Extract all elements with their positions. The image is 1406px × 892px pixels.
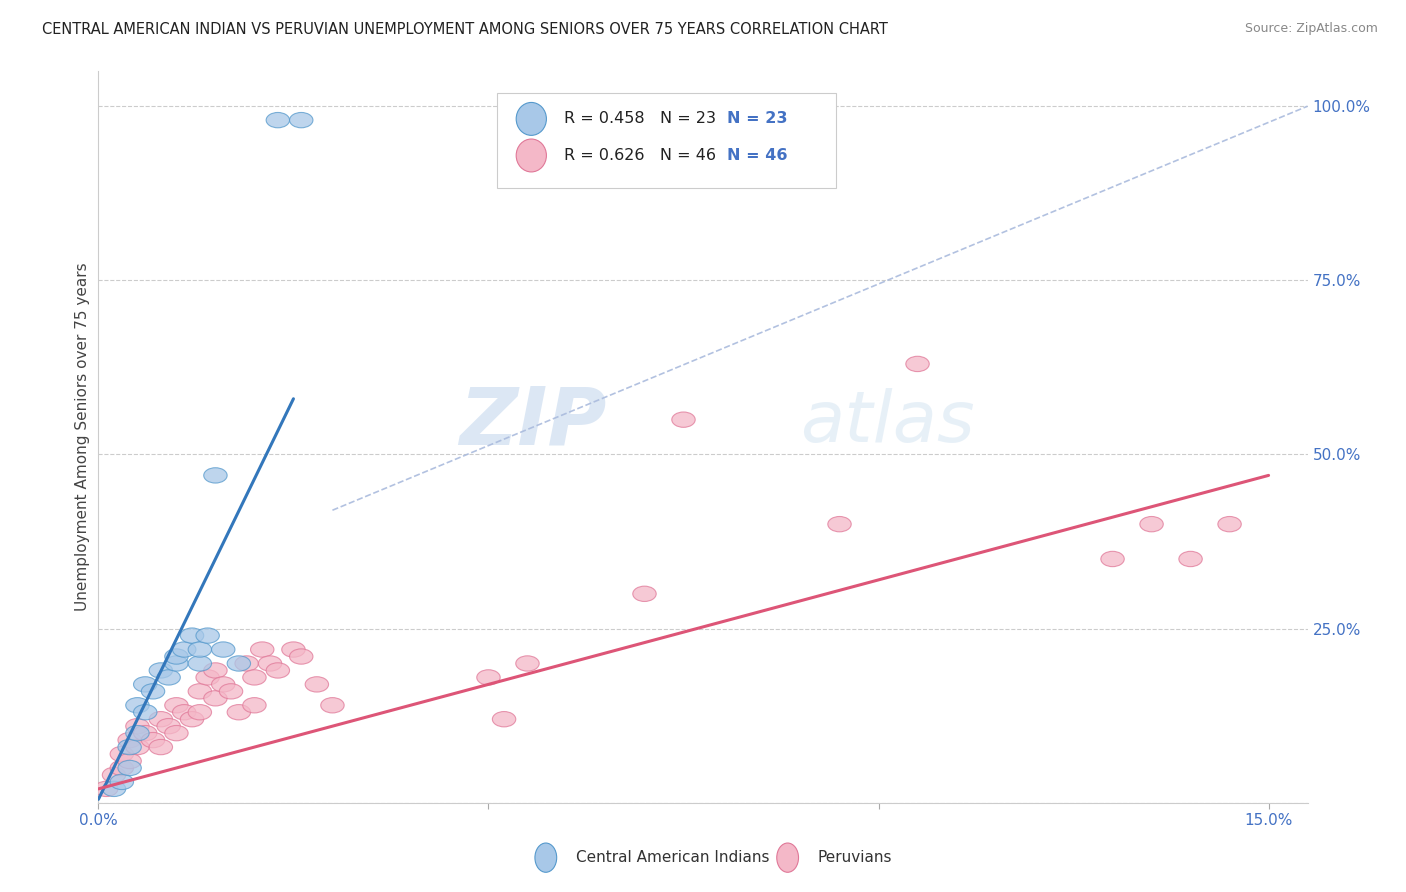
Ellipse shape xyxy=(125,725,149,740)
Ellipse shape xyxy=(776,843,799,872)
Ellipse shape xyxy=(125,739,149,755)
Ellipse shape xyxy=(290,112,314,128)
Ellipse shape xyxy=(149,712,173,727)
Ellipse shape xyxy=(266,112,290,128)
Ellipse shape xyxy=(228,705,250,720)
Ellipse shape xyxy=(142,683,165,699)
Ellipse shape xyxy=(134,677,157,692)
Ellipse shape xyxy=(534,843,557,872)
Ellipse shape xyxy=(243,670,266,685)
Ellipse shape xyxy=(103,767,125,782)
Ellipse shape xyxy=(204,663,228,678)
Ellipse shape xyxy=(142,732,165,747)
Ellipse shape xyxy=(195,628,219,643)
Ellipse shape xyxy=(1218,516,1241,532)
Ellipse shape xyxy=(243,698,266,713)
Ellipse shape xyxy=(118,732,142,747)
Ellipse shape xyxy=(492,712,516,727)
Ellipse shape xyxy=(157,719,180,734)
Ellipse shape xyxy=(110,774,134,789)
Ellipse shape xyxy=(321,698,344,713)
Y-axis label: Unemployment Among Seniors over 75 years: Unemployment Among Seniors over 75 years xyxy=(75,263,90,611)
Ellipse shape xyxy=(188,683,211,699)
Ellipse shape xyxy=(103,781,125,797)
Ellipse shape xyxy=(235,656,259,671)
Ellipse shape xyxy=(259,656,281,671)
Ellipse shape xyxy=(165,698,188,713)
Ellipse shape xyxy=(173,642,195,657)
Ellipse shape xyxy=(477,670,501,685)
Ellipse shape xyxy=(1101,551,1125,566)
Ellipse shape xyxy=(516,139,547,172)
FancyBboxPatch shape xyxy=(498,94,837,188)
Ellipse shape xyxy=(905,356,929,372)
Ellipse shape xyxy=(118,760,142,776)
Text: N = 46: N = 46 xyxy=(727,148,787,163)
Ellipse shape xyxy=(266,663,290,678)
Ellipse shape xyxy=(516,656,538,671)
Ellipse shape xyxy=(165,725,188,740)
Ellipse shape xyxy=(180,712,204,727)
Ellipse shape xyxy=(134,725,157,740)
Ellipse shape xyxy=(149,663,173,678)
Ellipse shape xyxy=(1178,551,1202,566)
Ellipse shape xyxy=(110,760,134,776)
Ellipse shape xyxy=(165,648,188,665)
Ellipse shape xyxy=(125,698,149,713)
Ellipse shape xyxy=(1140,516,1163,532)
Text: atlas: atlas xyxy=(800,388,974,457)
Ellipse shape xyxy=(188,656,211,671)
Ellipse shape xyxy=(110,747,134,762)
Ellipse shape xyxy=(211,642,235,657)
Ellipse shape xyxy=(125,719,149,734)
Ellipse shape xyxy=(250,642,274,657)
Ellipse shape xyxy=(672,412,695,427)
Ellipse shape xyxy=(195,670,219,685)
Ellipse shape xyxy=(94,781,118,797)
Ellipse shape xyxy=(173,705,195,720)
Text: Central American Indians: Central American Indians xyxy=(576,850,769,865)
Text: R = 0.626   N = 46: R = 0.626 N = 46 xyxy=(564,148,716,163)
Ellipse shape xyxy=(281,642,305,657)
Ellipse shape xyxy=(134,705,157,720)
Ellipse shape xyxy=(204,690,228,706)
Ellipse shape xyxy=(516,103,547,136)
Text: N = 23: N = 23 xyxy=(727,112,787,127)
Ellipse shape xyxy=(165,656,188,671)
Ellipse shape xyxy=(188,642,211,657)
Ellipse shape xyxy=(228,656,250,671)
Ellipse shape xyxy=(211,677,235,692)
Ellipse shape xyxy=(305,677,329,692)
Text: CENTRAL AMERICAN INDIAN VS PERUVIAN UNEMPLOYMENT AMONG SENIORS OVER 75 YEARS COR: CENTRAL AMERICAN INDIAN VS PERUVIAN UNEM… xyxy=(42,22,889,37)
Text: Source: ZipAtlas.com: Source: ZipAtlas.com xyxy=(1244,22,1378,36)
Ellipse shape xyxy=(188,705,211,720)
Ellipse shape xyxy=(149,739,173,755)
Ellipse shape xyxy=(118,754,142,769)
Text: R = 0.458   N = 23: R = 0.458 N = 23 xyxy=(564,112,716,127)
Ellipse shape xyxy=(118,739,142,755)
Text: Peruvians: Peruvians xyxy=(818,850,893,865)
Text: ZIP: ZIP xyxy=(458,384,606,461)
Ellipse shape xyxy=(219,683,243,699)
Ellipse shape xyxy=(204,467,228,483)
Ellipse shape xyxy=(290,648,314,665)
Ellipse shape xyxy=(828,516,851,532)
Ellipse shape xyxy=(633,586,657,601)
Ellipse shape xyxy=(157,670,180,685)
Ellipse shape xyxy=(180,628,204,643)
